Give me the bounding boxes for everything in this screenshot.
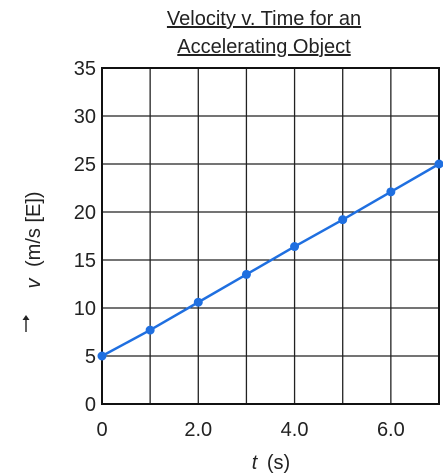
data-point (290, 242, 300, 252)
svg-text:v (m/s [E]): v (m/s [E]) (23, 191, 45, 288)
svg-text:t (s): t (s) (252, 452, 290, 474)
y-tick-label: 10 (74, 298, 96, 320)
data-point (241, 269, 251, 279)
y-axis-symbol: v (23, 278, 45, 289)
chart-title-line-2: Accelerating Object (177, 36, 351, 58)
y-tick-label: 30 (74, 106, 96, 128)
y-axis-label: v (m/s [E]) (22, 191, 45, 332)
y-tick-label: 5 (85, 346, 96, 368)
y-tick-labels: 0 5 10 15 20 25 30 35 (74, 58, 96, 416)
x-axis-label: t (s) (252, 452, 290, 474)
x-tick-labels: 0 2.0 4.0 6.0 (96, 419, 404, 441)
series-line (101, 162, 440, 358)
data-point (97, 351, 107, 361)
y-tick-label: 0 (85, 394, 96, 416)
data-point (386, 187, 396, 197)
y-tick-label: 35 (74, 58, 96, 80)
data-point (434, 159, 443, 169)
grid (102, 68, 439, 404)
data-point (145, 325, 155, 335)
y-axis-unit: (m/s [E]) (23, 191, 45, 267)
y-tick-label: 25 (74, 154, 96, 176)
series (97, 159, 443, 361)
x-tick-label: 6.0 (377, 419, 405, 441)
y-tick-label: 20 (74, 202, 96, 224)
x-axis-unit: (s) (267, 452, 290, 474)
data-point (193, 297, 203, 307)
data-point (338, 215, 348, 225)
x-tick-label: 4.0 (281, 419, 309, 441)
vector-arrow-icon (22, 315, 30, 332)
chart-title-line-1: Velocity v. Time for an (167, 8, 361, 30)
plot-frame (101, 67, 440, 405)
y-tick-label: 15 (74, 250, 96, 272)
x-tick-label: 2.0 (184, 419, 212, 441)
x-axis-symbol: t (252, 452, 259, 474)
x-tick-label: 0 (96, 419, 107, 441)
